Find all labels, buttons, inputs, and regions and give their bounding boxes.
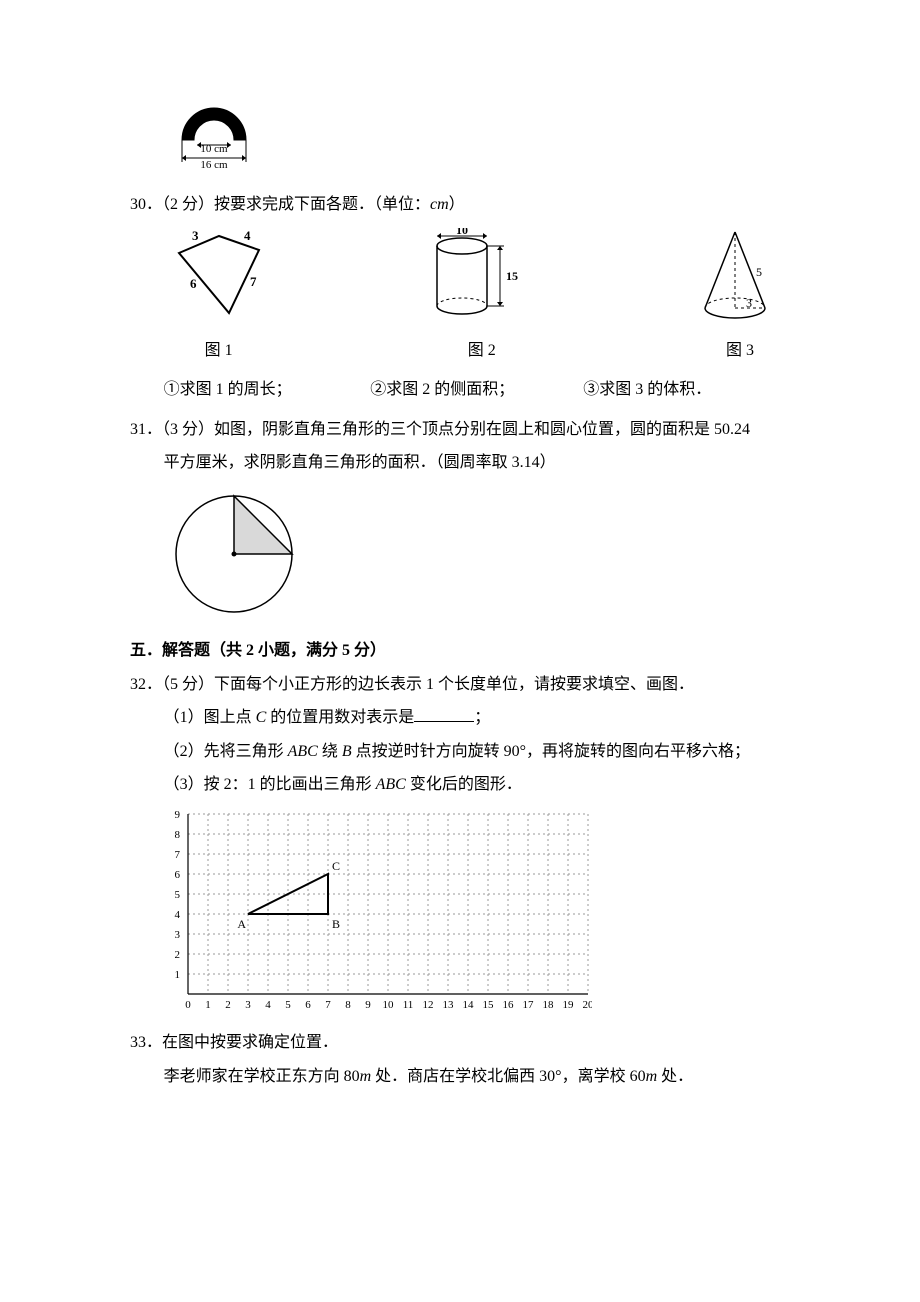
q30-fig1: 3 4 6 7 图 1 [164, 228, 274, 368]
fig2-svg: 10 15 [422, 228, 542, 328]
q32-p3-b: 变化后的图形． [406, 776, 522, 793]
fig1-svg: 3 4 6 7 [164, 228, 274, 328]
fig3-caption: 图 3 [726, 334, 754, 368]
svg-text:5: 5 [285, 999, 291, 1011]
q33-m1: m [360, 1068, 372, 1085]
q32-blank[interactable] [414, 705, 474, 722]
q32-p1: （1）图上点 C 的位置用数对表示是 ； [130, 701, 790, 735]
svg-text:10: 10 [456, 228, 468, 237]
svg-text:6: 6 [174, 869, 180, 881]
svg-text:15: 15 [506, 269, 518, 283]
q33-a: 李老师家在学校正东方向 80 [164, 1068, 360, 1085]
q33-m2: m [646, 1068, 658, 1085]
svg-text:0: 0 [185, 999, 191, 1011]
q32-p2-a: （2）先将三角形 [164, 743, 288, 760]
donut-outer-label: 16 cm [200, 159, 228, 171]
svg-text:6: 6 [305, 999, 311, 1011]
q32-p2-abc: ABC [288, 743, 318, 760]
q32-grid: 0123456789101112131415161718192012345678… [164, 806, 790, 1018]
svg-text:20: 20 [582, 999, 592, 1011]
q32-p3-abc: ABC [376, 776, 406, 793]
svg-text:11: 11 [402, 999, 413, 1011]
q30-fig3: 5 3 图 3 [690, 228, 790, 368]
q33-line: 李老师家在学校正东方向 80m 处．商店在学校北偏西 30°，离学校 60m 处… [130, 1060, 790, 1094]
donut-svg: 10 cm 16 cm [164, 100, 284, 180]
grid-svg: 0123456789101112131415161718192012345678… [164, 806, 592, 1018]
svg-text:5: 5 [174, 889, 180, 901]
svg-text:14: 14 [462, 999, 474, 1011]
q32-p1-b: 的位置用数对表示是 [266, 709, 414, 726]
svg-text:3: 3 [192, 228, 199, 243]
section5-title: 五．解答题（共 2 小题，满分 5 分） [130, 634, 790, 668]
svg-text:7: 7 [174, 849, 180, 861]
q30-prefix: 30．（2 分）按要求完成下面各题．（单位： [130, 196, 430, 213]
q31-line1: 31．（3 分）如图，阴影直角三角形的三个顶点分别在圆上和圆心位置，圆的面积是 … [130, 413, 790, 447]
svg-text:C: C [332, 859, 340, 873]
q30-suffix: ） [449, 196, 465, 213]
svg-text:4: 4 [174, 909, 180, 921]
svg-text:3: 3 [174, 929, 180, 941]
svg-text:12: 12 [422, 999, 433, 1011]
svg-text:19: 19 [562, 999, 574, 1011]
svg-text:18: 18 [542, 999, 554, 1011]
q32-p3-a: （3）按 2：1 的比画出三角形 [164, 776, 376, 793]
q33-c: 处． [657, 1068, 693, 1085]
q30-unit: cm [430, 196, 449, 213]
svg-text:A: A [237, 917, 246, 931]
q30-text: 30．（2 分）按要求完成下面各题．（单位：cm） [130, 188, 790, 222]
svg-text:6: 6 [190, 276, 197, 291]
svg-text:1: 1 [205, 999, 211, 1011]
q32-p1-c: C [256, 709, 267, 726]
svg-text:7: 7 [250, 274, 257, 289]
fig1-caption: 图 1 [205, 334, 233, 368]
q32-p1-d: ； [474, 709, 490, 726]
svg-text:8: 8 [345, 999, 351, 1011]
figure-donut: 10 cm 16 cm [164, 100, 790, 180]
q32-p3: （3）按 2：1 的比画出三角形 ABC 变化后的图形． [130, 768, 790, 802]
q32-p2-c: 点按逆时针方向旋转 90°，再将旋转的图向右平移六格； [352, 743, 750, 760]
q31-svg [164, 484, 314, 624]
q32-p2-bpt: B [342, 743, 352, 760]
svg-text:8: 8 [174, 829, 180, 841]
svg-text:9: 9 [174, 809, 180, 821]
q32-header: 32．（5 分）下面每个小正方形的边长表示 1 个长度单位，请按要求填空、画图． [130, 668, 790, 702]
svg-text:B: B [332, 917, 340, 931]
q33-b: 处．商店在学校北偏西 30°，离学校 60 [371, 1068, 645, 1085]
q32-p2-b: 绕 [318, 743, 342, 760]
svg-text:2: 2 [174, 949, 180, 961]
q30-task2: ②求图 2 的侧面积； [370, 373, 583, 407]
q30-fig2: 10 15 图 2 [422, 228, 542, 368]
svg-text:16: 16 [502, 999, 514, 1011]
q30-task1: ①求图 1 的周长； [164, 373, 371, 407]
svg-text:9: 9 [365, 999, 371, 1011]
svg-text:3: 3 [746, 296, 752, 310]
fig3-svg: 5 3 [690, 228, 790, 328]
q31-line2: 平方厘米，求阴影直角三角形的面积．（圆周率取 3.14） [130, 446, 790, 480]
svg-text:4: 4 [244, 228, 251, 243]
fig2-caption: 图 2 [468, 334, 496, 368]
q33-header: 33．在图中按要求确定位置． [130, 1026, 790, 1060]
svg-text:3: 3 [245, 999, 251, 1011]
svg-text:13: 13 [442, 999, 454, 1011]
q30-task3: ③求图 3 的体积． [583, 373, 790, 407]
q32-p2: （2）先将三角形 ABC 绕 B 点按逆时针方向旋转 90°，再将旋转的图向右平… [130, 735, 790, 769]
q30-tasks: ①求图 1 的周长； ②求图 2 的侧面积； ③求图 3 的体积． [164, 373, 790, 407]
q31-figure [164, 484, 790, 624]
q32-p1-a: （1）图上点 [164, 709, 256, 726]
svg-text:2: 2 [225, 999, 231, 1011]
svg-text:4: 4 [265, 999, 271, 1011]
svg-text:15: 15 [482, 999, 494, 1011]
svg-text:10: 10 [382, 999, 394, 1011]
q30-figures-row: 3 4 6 7 图 1 10 15 图 2 [164, 228, 790, 368]
svg-text:7: 7 [325, 999, 331, 1011]
svg-text:1: 1 [174, 969, 180, 981]
svg-text:17: 17 [522, 999, 534, 1011]
svg-text:5: 5 [756, 265, 762, 279]
donut-inner-label: 10 cm [200, 143, 228, 155]
